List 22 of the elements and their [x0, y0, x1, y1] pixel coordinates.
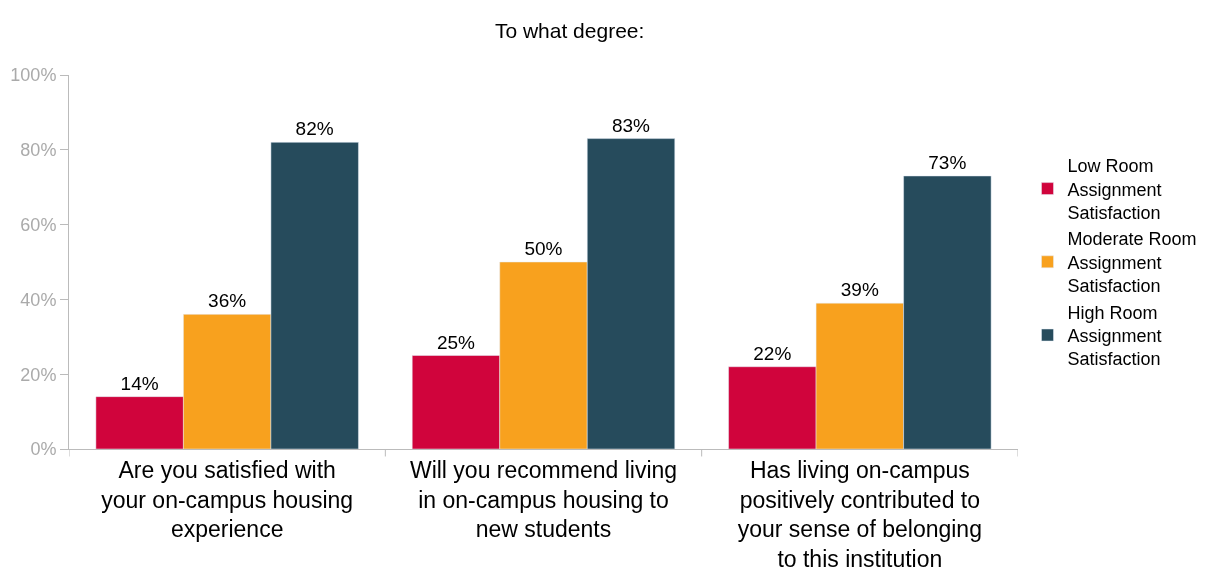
- x-tick-label: Will you recommend living in on-campus housing to new students: [409, 456, 678, 543]
- data-label: 50%: [524, 238, 563, 259]
- y-tick-label: 60%: [20, 214, 57, 235]
- y-tick-label: 20%: [20, 364, 57, 385]
- data-label: 25%: [436, 331, 476, 353]
- data-label: 14%: [120, 372, 159, 394]
- chart-title: To what degree:: [494, 18, 645, 42]
- y-tick-label: 40%: [20, 289, 57, 310]
- data-label: 22%: [753, 342, 792, 364]
- data-label: 82%: [295, 118, 334, 140]
- y-tick-label: 100%: [10, 65, 57, 86]
- data-label: 39%: [840, 279, 879, 301]
- x-tick-label: Has living on-campus positively contributed to your sense of belonging to this institution: [737, 456, 982, 573]
- legend-label: High Room Assignment Satisfaction: [1067, 302, 1162, 370]
- data-label: 83%: [611, 114, 651, 136]
- data-label: 36%: [208, 290, 247, 312]
- y-tick-label: 0%: [30, 439, 57, 460]
- legend-label: Moderate Room Assignment Satisfaction: [1067, 229, 1197, 297]
- data-label: 73%: [928, 151, 967, 173]
- x-tick-label: Are you satisfied with your on-campus housing experience: [101, 456, 354, 543]
- legend-label: Low Room Assignment Satisfaction: [1067, 156, 1162, 224]
- y-tick-label: 80%: [20, 140, 57, 161]
